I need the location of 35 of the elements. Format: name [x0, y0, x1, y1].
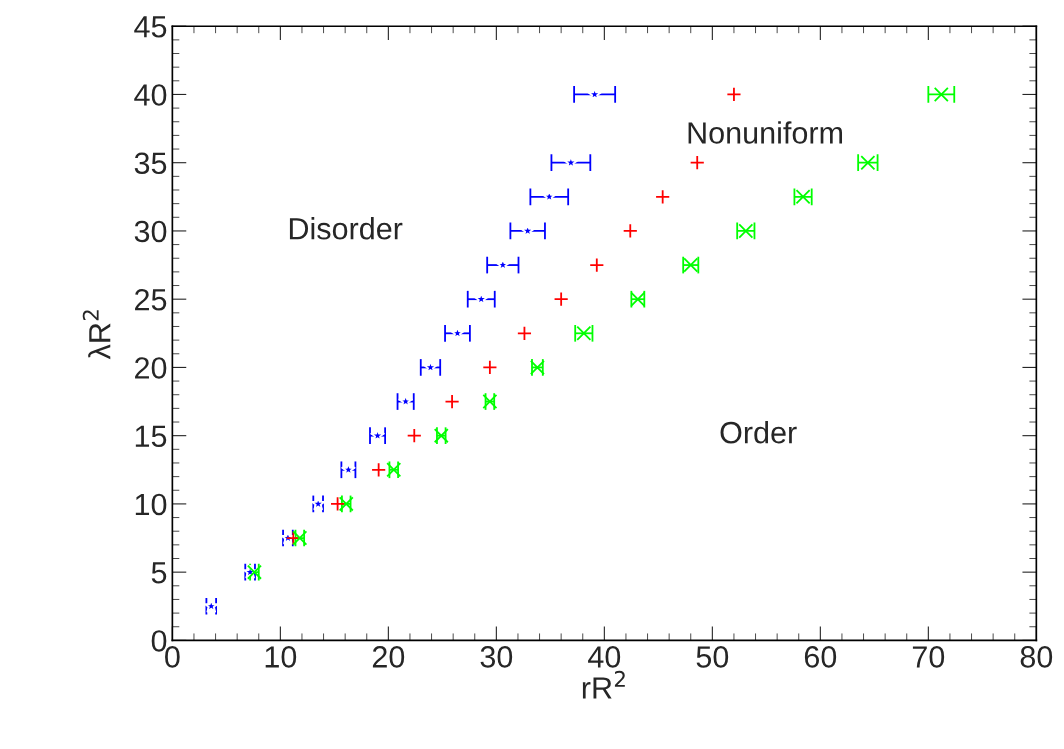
point [655, 189, 671, 205]
y-tick-label: 20 [135, 357, 167, 379]
annotation: Order [720, 421, 797, 444]
point [689, 155, 705, 171]
point [371, 462, 387, 478]
annotation: Disorder [289, 217, 403, 240]
x-tick-label: 60 [804, 646, 837, 668]
point [444, 394, 460, 410]
y-tick-label: 45 [134, 16, 167, 38]
point [622, 223, 638, 239]
x-tick-label: 50 [696, 646, 729, 668]
y-tick-label: 10 [135, 493, 167, 516]
x-tick-label: 20 [372, 646, 405, 668]
y-tick-label: 15 [135, 425, 167, 448]
point [553, 291, 569, 307]
point [406, 428, 422, 444]
x-tick-label: 70 [912, 646, 945, 668]
point [726, 86, 742, 102]
y-tick-label: 40 [134, 84, 167, 106]
x-tick-label: 80 [1020, 646, 1053, 668]
x-tick-label: 30 [480, 646, 513, 668]
point [589, 257, 605, 273]
y-tick-label: 25 [135, 288, 167, 311]
y-tick-label: 5 [151, 562, 167, 584]
y-axis-title: λR$^{2}$ [82, 310, 111, 360]
annotation: Nonuniform [688, 121, 843, 144]
point [516, 325, 532, 341]
point [933, 86, 949, 102]
y-tick-label: 0 [151, 630, 167, 652]
x-axis-title: rR$^{2}$ [582, 670, 625, 699]
x-tick-label: 40 [588, 646, 621, 668]
y-tick-label: 30 [134, 220, 167, 243]
point [482, 359, 498, 375]
y-tick-label: 35 [134, 152, 167, 175]
x-tick-label: 10 [265, 646, 297, 668]
